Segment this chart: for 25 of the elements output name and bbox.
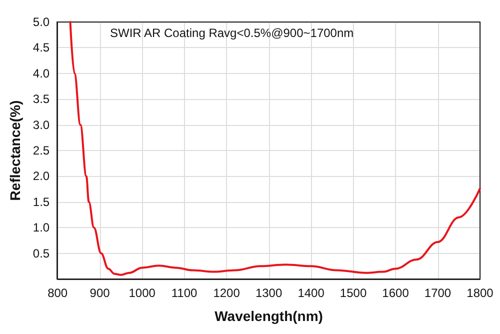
y-axis-title: Reflectance(%) [7,100,23,201]
y-tick-label: 4.0 [32,66,50,80]
y-tick-label: 3.0 [32,118,50,132]
x-tick-label: 1300 [255,286,282,300]
y-tick-label: 1.5 [32,194,50,209]
x-tick-label: 900 [90,286,110,300]
y-tick-label: 1.0 [32,220,50,235]
chart-title: SWIR AR Coating Ravg<0.5%@900~1700nm [110,26,354,40]
y-tick-label: 2.5 [32,144,50,158]
line-series [69,21,481,276]
x-axis-title: Wavelength(nm) [214,308,323,324]
x-tick-label: 1600 [382,286,410,300]
x-tick-label: 1200 [213,286,240,300]
x-tick-label: 1400 [298,286,325,300]
x-tick-label: 1700 [424,286,452,300]
y-tick-label: 5.0 [32,15,50,29]
y-tick-label: 3.5 [32,92,50,106]
x-tick-label: 800 [48,286,68,300]
x-tick-label: 1100 [171,286,198,300]
x-tick-label: 1500 [340,286,367,300]
x-tick-label: 1800 [466,286,494,300]
x-tick-label: 1000 [128,286,156,300]
y-tick-label: 4.5 [32,40,50,55]
y-tick-label: 0.5 [32,246,50,260]
y-tick-label: 2.0 [32,169,50,184]
